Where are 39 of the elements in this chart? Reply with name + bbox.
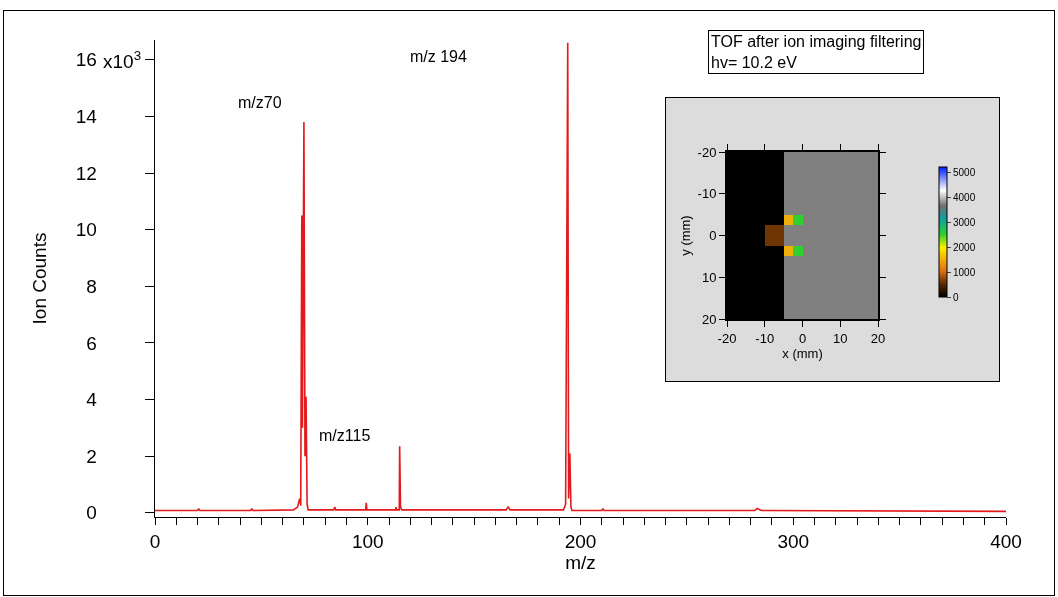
x-tick-label: 10	[833, 330, 848, 346]
x-tick-label: 300	[777, 531, 810, 553]
y-tick-label: 12	[75, 162, 97, 184]
annotation: m/z 194	[410, 48, 468, 65]
y-tick-label: 14	[75, 106, 98, 128]
y-tick-label: 4	[86, 389, 98, 411]
x-tick-label: 20	[870, 330, 886, 346]
x-tick-label: 200	[564, 531, 597, 553]
y-tick-label: 2	[86, 445, 97, 467]
color-bar-label: 5000	[953, 166, 976, 178]
color-bar-label: 3000	[953, 216, 976, 228]
x-axis-title: m/z	[565, 552, 596, 574]
annotation: m/z115	[319, 427, 371, 444]
x-tick-label: -20	[717, 330, 737, 346]
y-tick-label: 8	[86, 275, 97, 297]
y-tick-label: 10	[75, 219, 97, 241]
y-tick-label: 16	[75, 49, 97, 71]
color-bar-label: 0	[953, 291, 959, 303]
y-tick-label: 0	[709, 228, 717, 244]
annotation: m/z70	[238, 94, 282, 111]
x-tick-label: 100	[351, 531, 384, 553]
y-tick-label: 20	[701, 311, 717, 327]
text: x10$^{3}$	[103, 48, 142, 72]
color-bar-label: 4000	[953, 191, 976, 203]
x-tick-label: 0	[798, 330, 807, 346]
y-axis-title: y (mm)	[678, 215, 694, 256]
x-tick-label: 0	[149, 531, 161, 553]
y-tick-label: 10	[701, 269, 717, 285]
y-tick-label: 0	[86, 502, 97, 524]
color-bar-label: 1000	[953, 266, 976, 278]
y-tick-label: 6	[86, 332, 97, 354]
x-tick-label: 400	[990, 531, 1022, 553]
x-tick-label: -10	[755, 330, 775, 346]
y-axis-title: Ion Counts	[28, 232, 50, 325]
y-tick-label: -10	[697, 186, 717, 202]
x-axis-title: x (mm)	[782, 345, 823, 361]
y-tick-label: -20	[697, 144, 717, 160]
color-bar-label: 2000	[953, 241, 976, 253]
annotation: TOF after ion imaging filtering hv= 10.2 eV	[711, 33, 922, 71]
